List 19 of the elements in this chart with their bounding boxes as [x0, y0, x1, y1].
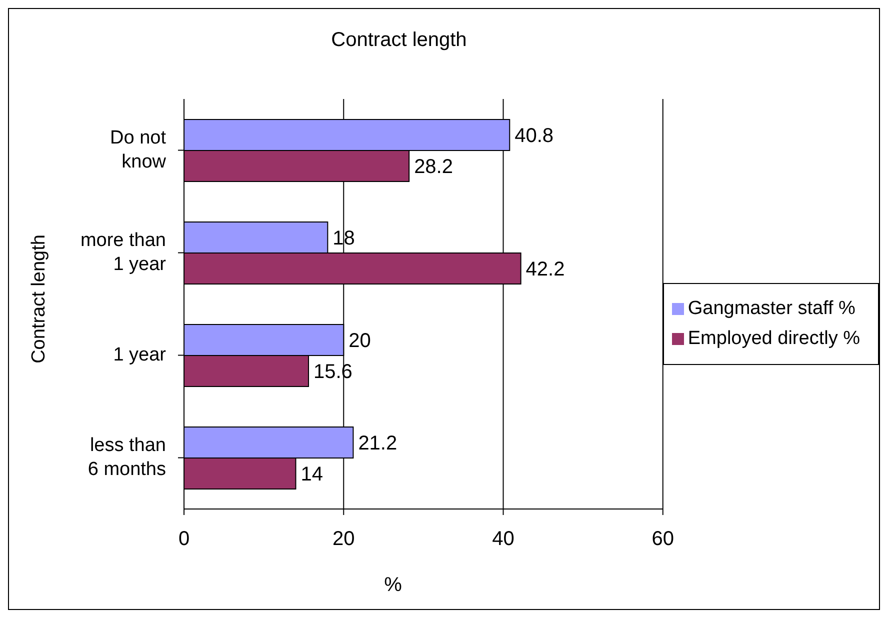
y-tick-label: less than 6 months: [88, 434, 166, 480]
x-tick-label: 20: [332, 528, 355, 550]
legend-label: Gangmaster staff %: [688, 298, 856, 319]
x-axis-title: %: [383, 574, 403, 597]
x-tick-label: 60: [652, 528, 674, 550]
y-tick-label: more than 1 year: [80, 230, 167, 275]
chart-title: Contract length: [330, 29, 468, 52]
y-tick-label: 1 year: [113, 344, 167, 366]
x-tick-label: 0: [178, 528, 190, 550]
data-label: 20: [348, 330, 371, 352]
x-tick-label: 40: [492, 528, 514, 550]
data-label: 40.8: [514, 125, 554, 148]
y-tick-label: Do not know: [110, 127, 167, 172]
data-label: 21.2: [358, 432, 398, 455]
data-label: 28.2: [414, 156, 454, 178]
data-label: 42.2: [526, 258, 565, 281]
y-axis-title: Contract length: [28, 234, 50, 364]
data-label: 14: [300, 464, 323, 486]
legend-label: Employed directly %: [688, 328, 860, 349]
